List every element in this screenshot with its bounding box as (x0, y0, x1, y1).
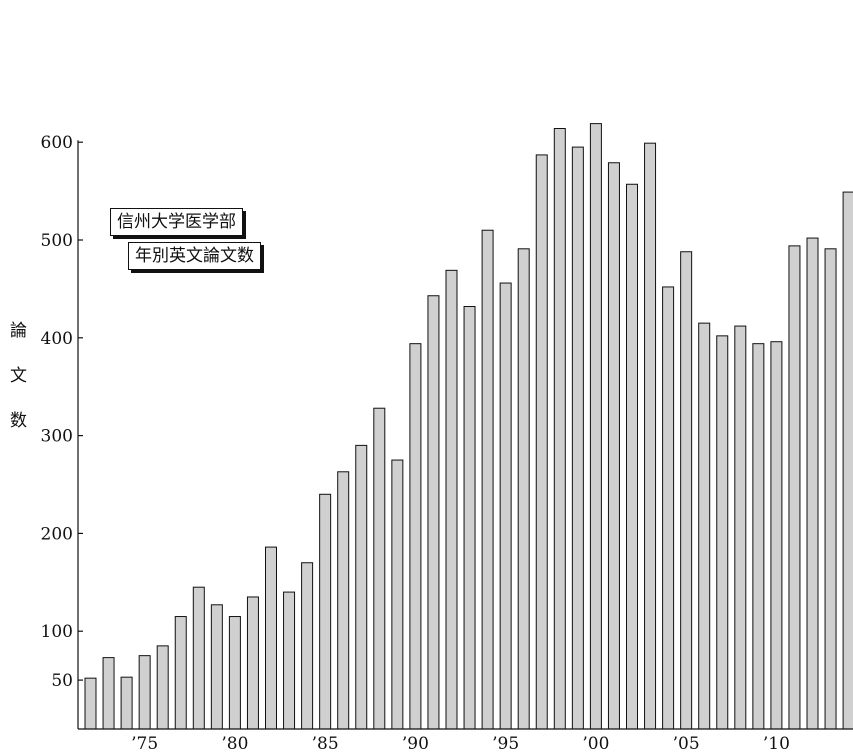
bar-1981 (246, 596, 259, 730)
bar-2014 (842, 191, 853, 730)
bar-1988 (373, 407, 386, 730)
x-tick-label-1995: ’95 (492, 734, 519, 753)
bar-1975 (138, 655, 151, 730)
y-axis-label-char-1: 論 (10, 321, 27, 341)
bar-2006 (698, 322, 711, 730)
y-tick-label-100: 100 (41, 622, 73, 642)
bar-1993 (463, 306, 476, 730)
bar-1978 (192, 586, 205, 730)
bar-2001 (607, 162, 620, 730)
bar-1986 (337, 471, 350, 730)
bar-2007 (716, 335, 729, 730)
x-tick-label-2000: ’00 (582, 734, 609, 753)
y-axis-label-char-3: 数 (10, 411, 27, 431)
bar-1982 (265, 546, 277, 730)
bar-1973 (102, 657, 115, 730)
bar-2010 (770, 341, 783, 730)
x-tick-label-2010: ’10 (763, 734, 790, 753)
x-tick-labels: ’75 ’80 ’85 ’90 ’95 ’00 ’05 ’10 (131, 734, 790, 753)
y-tick-label-400: 400 (41, 329, 73, 349)
x-tick-label-1985: ’85 (312, 734, 339, 753)
bar-2002 (626, 183, 638, 730)
bar-1990 (409, 343, 422, 730)
bar-1985 (319, 493, 332, 730)
y-tick-label-200: 200 (41, 524, 73, 544)
y-tick-label-600: 600 (41, 133, 73, 153)
bar-2012 (806, 237, 819, 730)
bar-1980 (228, 616, 241, 730)
bar-1999 (571, 146, 584, 730)
bar-2003 (644, 142, 657, 730)
y-tick-label-50: 50 (51, 671, 73, 691)
bar-1987 (355, 444, 368, 730)
chart-title-line-1: 信州大学医学部 (110, 208, 243, 236)
bar-2009 (752, 343, 765, 730)
y-axis-label: 論文数 (10, 321, 27, 431)
bar-2005 (680, 251, 693, 730)
chart-title-line-2: 年別英文論文数 (128, 242, 261, 270)
bar-1998 (553, 128, 566, 730)
bar-1992 (445, 269, 458, 730)
x-tick-label-1980: ’80 (221, 734, 248, 753)
bar-1972 (84, 677, 97, 730)
y-tick-labels: 50 100 200 300 400 500 600 (41, 133, 73, 691)
x-tick-label-1975: ’75 (131, 734, 158, 753)
y-axis-label-char-2: 文 (10, 366, 27, 386)
y-tick-label-500: 500 (41, 231, 73, 251)
bar-1974 (120, 676, 133, 730)
bar-1989 (391, 459, 404, 730)
bar-1983 (283, 591, 296, 730)
bar-1996 (517, 248, 530, 730)
bar-1994 (481, 229, 494, 730)
x-tick-label-1990: ’90 (402, 734, 429, 753)
x-tick-label-2005: ’05 (673, 734, 700, 753)
bar-1976 (156, 645, 169, 730)
bar-2011 (788, 245, 801, 730)
bar-2008 (734, 325, 747, 730)
y-tick-label-300: 300 (41, 427, 73, 447)
bar-1979 (210, 604, 223, 730)
bars-group (84, 123, 853, 730)
bar-2013 (824, 248, 837, 730)
bar-2004 (662, 286, 675, 730)
bar-2000 (589, 123, 602, 730)
bar-1991 (427, 295, 440, 730)
bar-1995 (499, 282, 512, 730)
axes-group (77, 140, 853, 730)
bar-1977 (174, 616, 187, 730)
bar-1984 (301, 562, 314, 730)
bar-1997 (535, 154, 548, 730)
